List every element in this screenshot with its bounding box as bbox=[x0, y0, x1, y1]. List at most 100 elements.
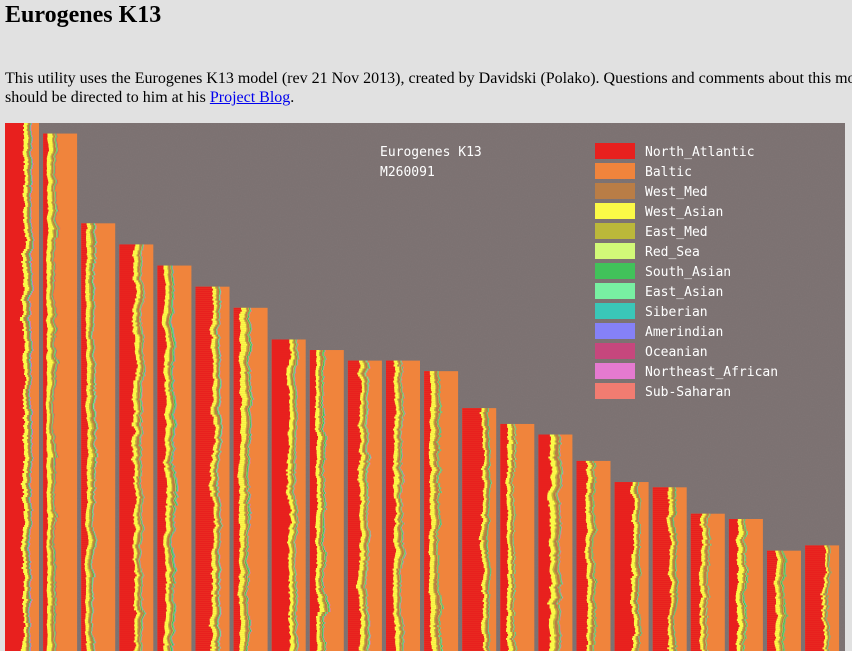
column-strip bbox=[30, 623, 31, 625]
column-strip bbox=[26, 615, 27, 617]
column-strip bbox=[52, 408, 53, 410]
column-strip bbox=[51, 254, 52, 256]
column-strip bbox=[47, 160, 51, 162]
column-strip bbox=[88, 227, 92, 229]
column-strip bbox=[53, 160, 55, 162]
column-strip bbox=[27, 355, 28, 357]
column-strip bbox=[30, 513, 31, 515]
column-strip bbox=[51, 188, 52, 190]
column-strip bbox=[96, 241, 97, 243]
column-strip bbox=[54, 618, 55, 620]
column-strip bbox=[5, 553, 23, 555]
column-strip bbox=[51, 252, 52, 254]
column-strip bbox=[25, 635, 27, 637]
column-strip bbox=[52, 412, 53, 414]
column-strip bbox=[27, 601, 28, 603]
column-strip bbox=[52, 378, 54, 380]
column-strip bbox=[26, 645, 27, 647]
column-strip bbox=[91, 273, 93, 275]
column-strip bbox=[43, 220, 47, 222]
column-strip bbox=[47, 326, 52, 328]
column-strip bbox=[89, 267, 90, 269]
column-strip bbox=[29, 403, 30, 405]
column-strip bbox=[51, 500, 52, 502]
column-strip bbox=[5, 471, 24, 473]
column-strip bbox=[48, 560, 51, 562]
column-strip bbox=[29, 443, 31, 445]
column-strip bbox=[54, 478, 55, 480]
column-strip bbox=[30, 519, 31, 521]
column-strip bbox=[43, 180, 48, 182]
column-strip bbox=[51, 614, 52, 616]
column-strip bbox=[43, 322, 46, 324]
column-strip bbox=[29, 227, 31, 229]
column-strip bbox=[24, 401, 27, 403]
column-strip bbox=[24, 317, 26, 319]
column-strip bbox=[22, 329, 25, 331]
column-strip bbox=[50, 430, 52, 432]
column-strip bbox=[43, 622, 47, 624]
column-strip bbox=[47, 484, 51, 486]
column-strip bbox=[25, 287, 29, 289]
column-strip bbox=[25, 579, 28, 581]
column-strip bbox=[24, 453, 28, 455]
column-strip bbox=[54, 480, 55, 482]
column-strip bbox=[47, 412, 50, 414]
column-strip bbox=[29, 529, 30, 531]
column-strip bbox=[51, 284, 53, 286]
column-strip bbox=[5, 587, 24, 589]
column-strip bbox=[29, 569, 30, 571]
column-strip bbox=[25, 233, 28, 235]
column-strip bbox=[28, 549, 29, 551]
column-strip bbox=[47, 354, 51, 356]
column-strip bbox=[5, 305, 23, 307]
column-strip bbox=[5, 253, 21, 255]
column-strip bbox=[31, 273, 32, 275]
column-strip bbox=[26, 539, 27, 541]
column-strip bbox=[25, 255, 26, 257]
column-strip bbox=[27, 265, 29, 267]
column-strip bbox=[30, 375, 31, 377]
column-strip bbox=[53, 358, 55, 360]
project-blog-link[interactable]: Project Blog bbox=[210, 89, 290, 106]
column-strip bbox=[28, 383, 30, 385]
column-strip bbox=[47, 648, 52, 650]
column-strip bbox=[30, 271, 31, 273]
column-strip bbox=[47, 474, 51, 476]
column-strip bbox=[87, 225, 91, 227]
column-strip bbox=[94, 237, 95, 239]
column-strip bbox=[26, 593, 27, 595]
column-strip bbox=[52, 294, 53, 296]
column-strip bbox=[27, 405, 29, 407]
intro-text-line-2: should be directed to him at his bbox=[5, 89, 210, 106]
column-strip bbox=[29, 245, 31, 247]
column-strip bbox=[93, 229, 94, 231]
column-strip bbox=[29, 509, 31, 511]
column-strip bbox=[28, 143, 30, 145]
column-strip bbox=[49, 428, 50, 430]
column-strip bbox=[47, 318, 51, 320]
column-strip bbox=[51, 648, 52, 650]
column-strip bbox=[29, 417, 30, 419]
column-strip bbox=[5, 277, 24, 279]
column-strip bbox=[48, 142, 53, 144]
column-strip bbox=[53, 456, 54, 458]
column-strip bbox=[28, 463, 29, 465]
column-strip bbox=[87, 259, 91, 261]
column-strip bbox=[24, 423, 28, 425]
column-strip bbox=[48, 582, 51, 584]
column-strip bbox=[28, 409, 29, 411]
column-strip bbox=[5, 549, 21, 551]
column-strip bbox=[5, 535, 22, 537]
column-strip bbox=[52, 614, 54, 616]
column-strip bbox=[88, 281, 89, 283]
column-strip bbox=[51, 498, 52, 500]
column-strip bbox=[5, 517, 24, 519]
column-strip bbox=[43, 198, 47, 200]
column-strip bbox=[47, 168, 51, 170]
column-strip bbox=[23, 403, 26, 405]
column-strip bbox=[26, 647, 27, 649]
column-strip bbox=[52, 436, 54, 438]
column-strip bbox=[43, 614, 48, 616]
column-strip bbox=[51, 272, 52, 274]
